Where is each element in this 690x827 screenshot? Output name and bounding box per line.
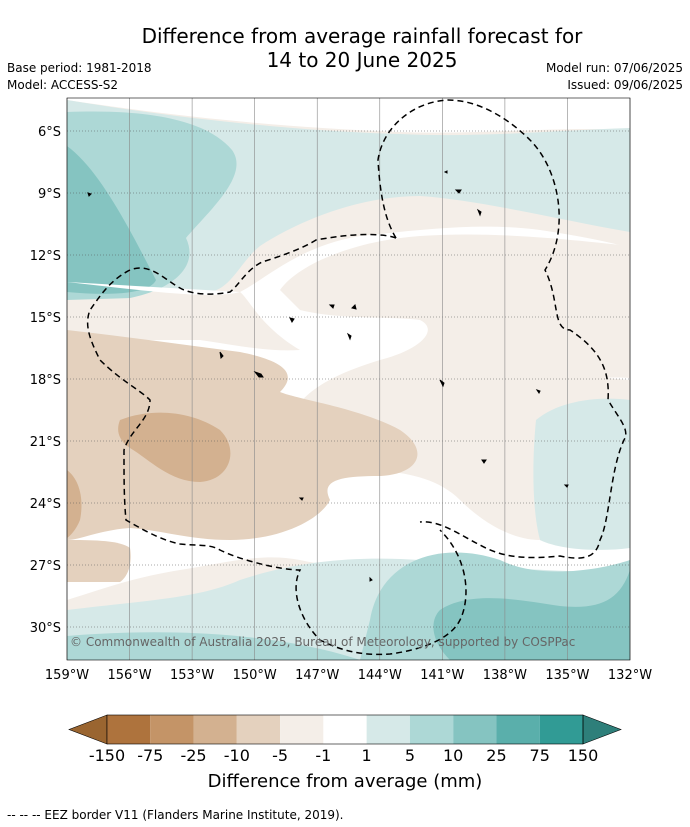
tan-region-west — [67, 330, 418, 540]
tan-region-southwest — [67, 540, 131, 582]
islands — [87, 170, 569, 582]
white-band-north — [67, 98, 630, 133]
meta-right: Model run: 07/06/2025 Issued: 09/06/2025 — [546, 60, 683, 94]
colorbar-swatch — [496, 715, 540, 744]
colorbar-tick-label: -150 — [88, 746, 126, 765]
lat-label: 21°S — [30, 435, 61, 450]
lon-label: 150°W — [233, 668, 277, 683]
colorbar-title: Difference from average (mm) — [207, 771, 483, 792]
teal-region-southeast — [433, 570, 630, 660]
colorbar-tick-label: 75 — [529, 746, 550, 765]
title: Difference from average rainfall forecas… — [0, 24, 690, 72]
lat-label: 24°S — [30, 497, 61, 512]
lon-label: 144°W — [358, 668, 402, 683]
latitude-labels: 6°S 9°S 12°S 15°S 18°S 21°S 24°S 27°S 30°S — [30, 125, 61, 636]
colorbar-swatch — [193, 715, 237, 744]
colorbar-tick-label: 25 — [486, 746, 507, 765]
colorbar-swatch — [150, 715, 194, 744]
model-run: Model run: 07/06/2025 — [545, 61, 683, 75]
title-line-2: 14 to 20 June 2025 — [266, 48, 458, 72]
colorbar-swatch — [366, 715, 410, 744]
eez-border-west — [86, 233, 467, 656]
lon-label: 138°W — [483, 668, 527, 683]
lat-label: 12°S — [30, 249, 61, 264]
brown-region-edge — [67, 470, 82, 538]
light-blue-region-east — [533, 398, 630, 550]
colorbar-swatch — [409, 715, 454, 744]
lon-label: 153°W — [170, 668, 214, 683]
colorbar-tick-label: 150 — [567, 746, 599, 765]
colorbar-tick-label: -1 — [315, 746, 332, 765]
lon-label: 147°W — [295, 668, 339, 683]
lon-label: 159°W — [45, 668, 89, 683]
colorbar-swatch — [236, 715, 281, 744]
base-period: Base period: 1981-2018 — [7, 61, 152, 75]
colorbar-tick-label: -5 — [272, 746, 289, 765]
colorbar-extend-low — [68, 714, 108, 745]
issued-date: Issued: 09/06/2025 — [567, 78, 683, 92]
lat-label: 15°S — [30, 311, 61, 326]
teal-region-northwest — [67, 146, 156, 294]
lat-label: 6°S — [38, 125, 61, 140]
colorbar-tick-label: -25 — [180, 746, 207, 765]
lat-label: 27°S — [30, 559, 61, 574]
longitude-labels: 159°W 156°W 153°W 150°W 147°W 144°W 141°W 138°W… — [45, 668, 652, 683]
colorbar-tick-label: 10 — [442, 746, 464, 765]
colorbar-swatch — [107, 715, 151, 744]
lat-label: 30°S — [30, 621, 61, 636]
colorbar-swatch — [453, 715, 497, 744]
colorbar-frame — [106, 714, 584, 745]
lon-label: 141°W — [420, 668, 464, 683]
rainfall-anomaly-field — [67, 98, 630, 660]
colorbar-swatch — [280, 715, 324, 744]
blue-region-southwest — [67, 632, 360, 660]
colorbar-swatch — [539, 715, 583, 744]
meta-left: Base period: 1981-2018 Model: ACCESS-S2 — [7, 60, 152, 94]
eez-legend-note: -- -- -- EEZ border V11 (Flanders Marine… — [7, 808, 344, 822]
lon-label: 135°W — [545, 668, 589, 683]
colorbar-tick-label: 1 — [361, 746, 372, 765]
colorbar-tick-label: -75 — [137, 746, 164, 765]
eez-border — [86, 99, 627, 656]
copyright-text: © Commonwealth of Australia 2025, Bureau… — [70, 635, 575, 649]
colorbar — [68, 714, 622, 745]
lat-label: 18°S — [30, 373, 61, 388]
map-frame — [66, 97, 631, 661]
lon-label: 156°W — [107, 668, 151, 683]
brown-region-west — [118, 412, 231, 482]
model-name: Model: ACCESS-S2 — [7, 78, 119, 92]
lon-label: 132°W — [608, 668, 652, 683]
colorbar-tick-label: -10 — [223, 746, 250, 765]
colorbar-tick-label: 5 — [404, 746, 415, 765]
title-line-1: Difference from average rainfall forecas… — [141, 24, 583, 48]
lat-label: 9°S — [38, 187, 61, 202]
colorbar-swatch — [323, 715, 367, 744]
colorbar-extend-high — [582, 714, 622, 745]
eez-border-east — [377, 99, 627, 559]
